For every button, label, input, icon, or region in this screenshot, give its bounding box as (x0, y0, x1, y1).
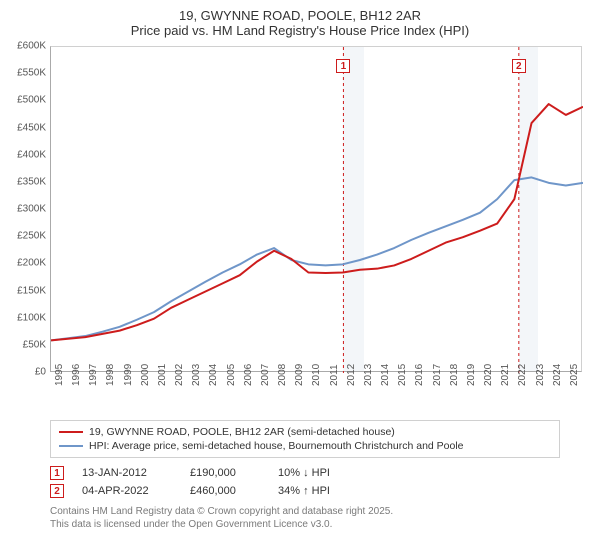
event-marker: 2 (50, 484, 64, 498)
plot-region: 12 (50, 46, 582, 372)
series-price_paid (51, 104, 583, 340)
legend-swatch (59, 445, 83, 447)
legend-label: HPI: Average price, semi-detached house,… (89, 440, 464, 452)
series-hpi (51, 177, 583, 340)
title-line1: 19, GWYNNE ROAD, POOLE, BH12 2AR (10, 8, 590, 23)
y-tick-label: £0 (10, 367, 46, 378)
event-marker: 1 (50, 466, 64, 480)
event-date: 13-JAN-2012 (82, 467, 172, 479)
legend-swatch (59, 431, 83, 433)
chart-marker: 1 (336, 59, 350, 73)
y-tick-label: £450K (10, 122, 46, 133)
legend: 19, GWYNNE ROAD, POOLE, BH12 2AR (semi-d… (50, 420, 560, 458)
y-tick-label: £300K (10, 204, 46, 215)
y-tick-label: £350K (10, 176, 46, 187)
y-tick-label: £550K (10, 68, 46, 79)
footnote-line1: Contains HM Land Registry data © Crown c… (50, 506, 590, 519)
legend-label: 19, GWYNNE ROAD, POOLE, BH12 2AR (semi-d… (89, 426, 395, 438)
chart-title: 19, GWYNNE ROAD, POOLE, BH12 2AR Price p… (10, 8, 590, 38)
legend-item: HPI: Average price, semi-detached house,… (59, 439, 551, 453)
event-pct: 10% ↓ HPI (278, 467, 368, 479)
y-tick-label: £400K (10, 149, 46, 160)
y-tick-label: £150K (10, 285, 46, 296)
y-tick-label: £600K (10, 41, 46, 52)
event-price: £190,000 (190, 467, 260, 479)
y-tick-label: £200K (10, 258, 46, 269)
x-tick-label: 2025 (569, 364, 600, 386)
title-line2: Price paid vs. HM Land Registry's House … (10, 23, 590, 38)
footnote-line2: This data is licensed under the Open Gov… (50, 519, 590, 532)
y-tick-label: £250K (10, 231, 46, 242)
event-date: 04-APR-2022 (82, 485, 172, 497)
chart-svg (51, 47, 583, 373)
legend-item: 19, GWYNNE ROAD, POOLE, BH12 2AR (semi-d… (59, 425, 551, 439)
event-row: 1 13-JAN-2012 £190,000 10% ↓ HPI (50, 464, 590, 482)
events-table: 1 13-JAN-2012 £190,000 10% ↓ HPI 2 04-APR-202… (50, 464, 590, 500)
chart-marker: 2 (512, 59, 526, 73)
event-pct: 34% ↑ HPI (278, 485, 368, 497)
y-tick-label: £500K (10, 95, 46, 106)
event-price: £460,000 (190, 485, 260, 497)
event-row: 2 04-APR-2022 £460,000 34% ↑ HPI (50, 482, 590, 500)
y-tick-label: £100K (10, 312, 46, 323)
footnote: Contains HM Land Registry data © Crown c… (50, 506, 590, 531)
y-tick-label: £50K (10, 339, 46, 350)
chart-area: 12 £0£50K£100K£150K£200K£250K£300K£350K£… (10, 42, 590, 412)
